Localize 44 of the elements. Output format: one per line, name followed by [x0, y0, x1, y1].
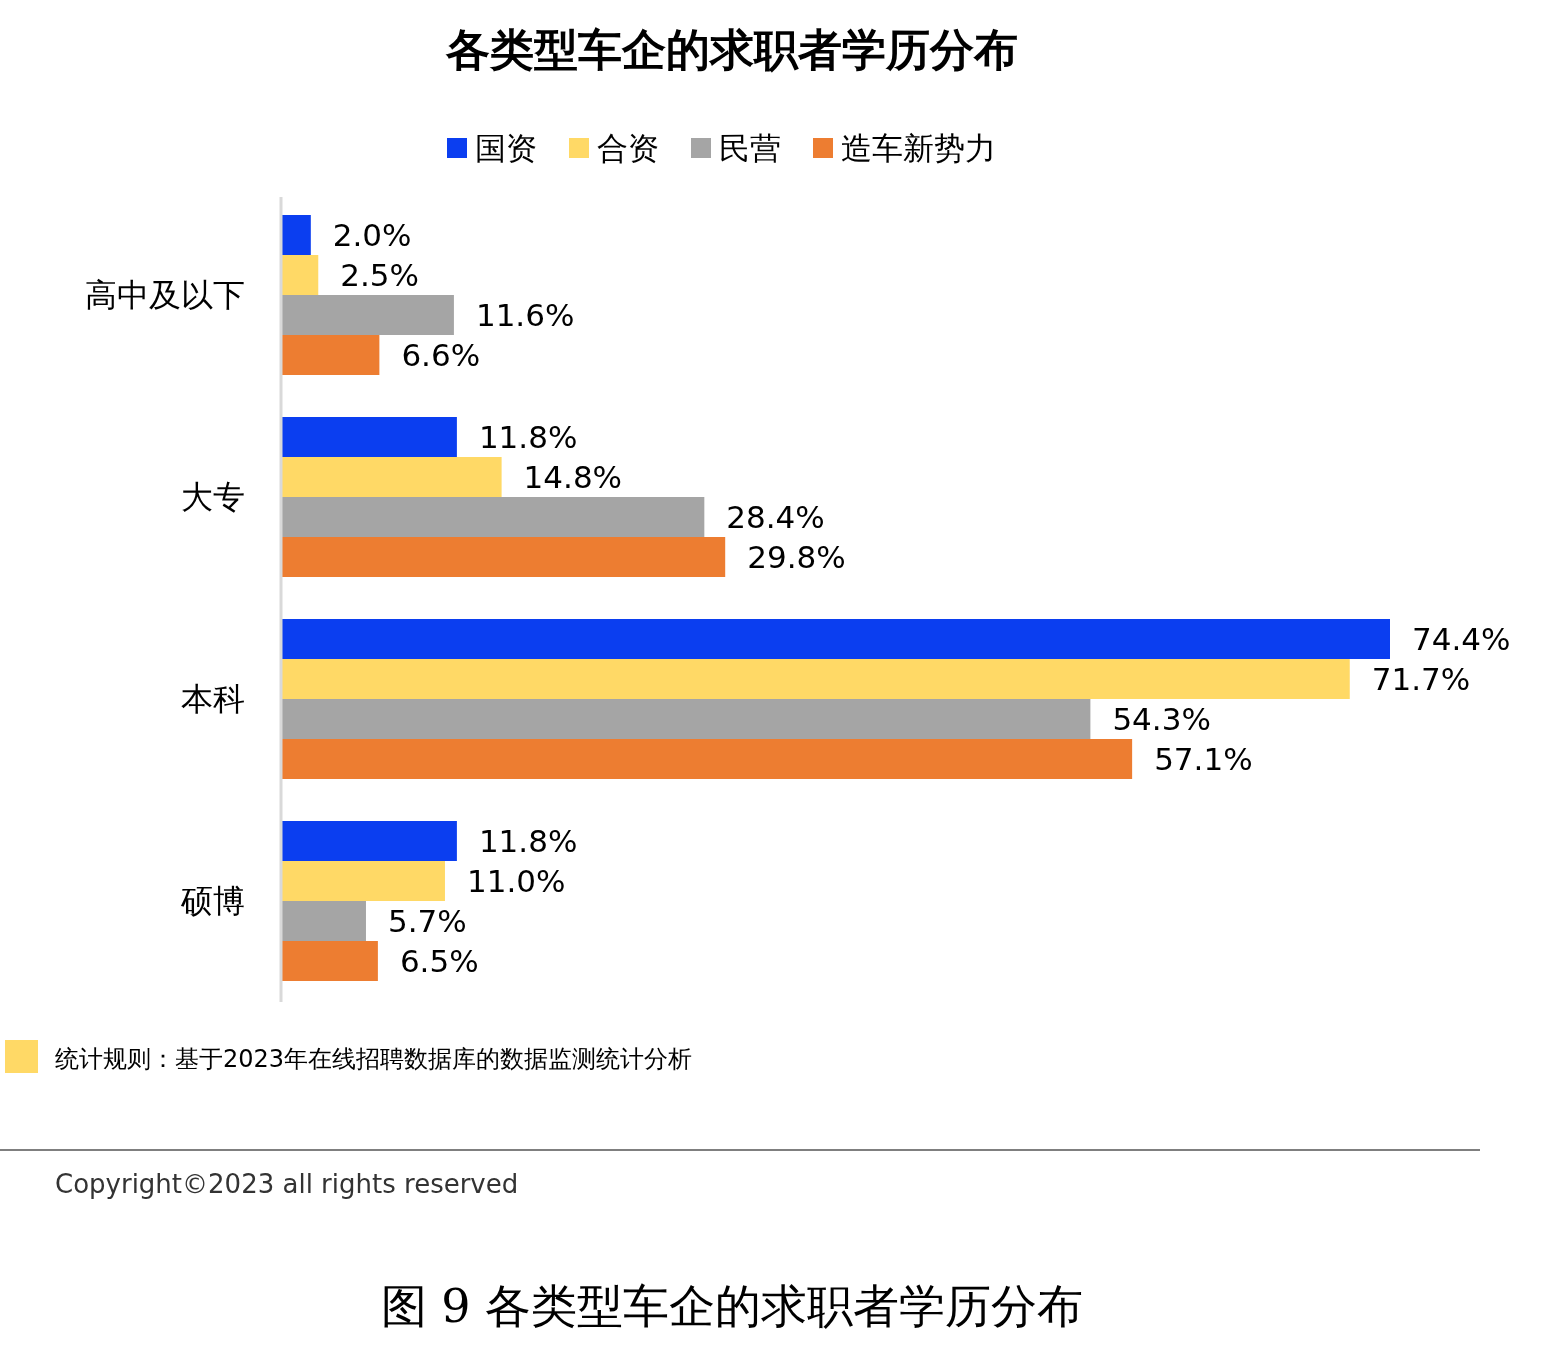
legend-label: 造车新势力: [841, 130, 996, 166]
y-tick-label: 本科: [181, 680, 245, 718]
bar: [281, 941, 378, 981]
bar: [281, 497, 705, 537]
data-label: 28.4%: [726, 499, 825, 535]
data-label: 2.5%: [340, 257, 420, 293]
legend-label: 民营: [719, 130, 781, 166]
y-tick-label: 大专: [181, 478, 245, 516]
text: 统计规则：基于2023年在线招聘数据库的数据监测统计分析: [55, 1045, 693, 1073]
bar: [281, 417, 457, 457]
chart-title: 各类型车企的求职者学历分布: [445, 24, 1018, 75]
data-label: 71.7%: [1371, 661, 1471, 697]
legend-label: 国资: [475, 130, 537, 166]
caption: 图 9 各类型车企的求职者学历分布: [380, 1279, 1084, 1333]
y-tick-label: 高中及以下: [85, 276, 245, 314]
bar: [281, 861, 445, 901]
data-label: 6.6%: [401, 337, 481, 373]
data-label: 74.4%: [1412, 621, 1511, 657]
data-label: 2.0%: [332, 217, 412, 253]
bar: [281, 537, 726, 577]
data-label: 11.8%: [478, 823, 578, 859]
data-label: 14.8%: [523, 459, 623, 495]
data-label: 57.1%: [1154, 741, 1253, 777]
bar: [281, 335, 380, 375]
bar: [281, 821, 457, 861]
data-label: 6.5%: [399, 943, 479, 979]
data-label: 54.3%: [1112, 701, 1211, 737]
bar: [281, 619, 1390, 659]
data-label: 11.6%: [475, 297, 575, 333]
data-label: 11.0%: [466, 863, 566, 899]
bar: [281, 215, 311, 255]
data-label: 11.8%: [478, 419, 578, 455]
bar: [281, 295, 454, 335]
bar: [281, 699, 1091, 739]
bar: [281, 901, 366, 941]
data-label: 29.8%: [747, 539, 846, 575]
legend-label: 合资: [597, 130, 659, 166]
bar: [281, 457, 502, 497]
y-tick-label: 硕博: [180, 882, 245, 920]
bar: [281, 255, 319, 295]
text: Copyright©2023 all rights reserved: [55, 1169, 519, 1199]
data-label: 5.7%: [387, 903, 467, 939]
bar: [281, 659, 1350, 699]
bar: [281, 739, 1133, 779]
